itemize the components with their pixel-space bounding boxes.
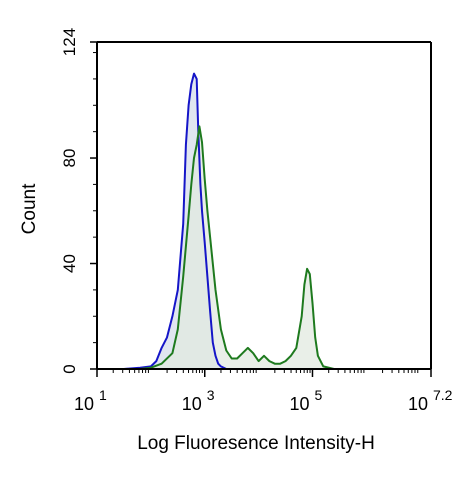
histogram-lines	[97, 72, 431, 370]
y-tick-label: 80	[60, 149, 79, 168]
x-tick-label: 10	[182, 394, 202, 414]
x-tick-exponent: 7.2	[433, 387, 453, 403]
series-2-fill	[97, 126, 431, 370]
plot-frame	[96, 41, 432, 370]
series-2-line	[97, 125, 431, 370]
series-1-fill	[97, 73, 431, 369]
x-tick-exponent: 5	[314, 387, 322, 403]
x-tick-exponent: 1	[99, 387, 107, 403]
x-tick-exponent: 3	[207, 387, 215, 403]
axis-tick-labels: 0 40 80 124 10 1 10 3 10 5 10 7.2	[60, 28, 453, 414]
x-tick-label: 10	[408, 394, 428, 414]
y-tick-label: 0	[60, 364, 79, 373]
y-tick-label: 124	[60, 28, 79, 56]
y-tick-label: 40	[60, 254, 79, 273]
axis-ticks	[90, 41, 432, 377]
x-tick-label: 10	[74, 394, 94, 414]
y-axis-title: Count	[19, 183, 40, 234]
series-1-line	[97, 72, 431, 370]
x-tick-label: 10	[289, 394, 309, 414]
histogram-fills	[97, 73, 431, 370]
x-axis-title: Log Fluoresence Intensity-H	[137, 433, 375, 454]
